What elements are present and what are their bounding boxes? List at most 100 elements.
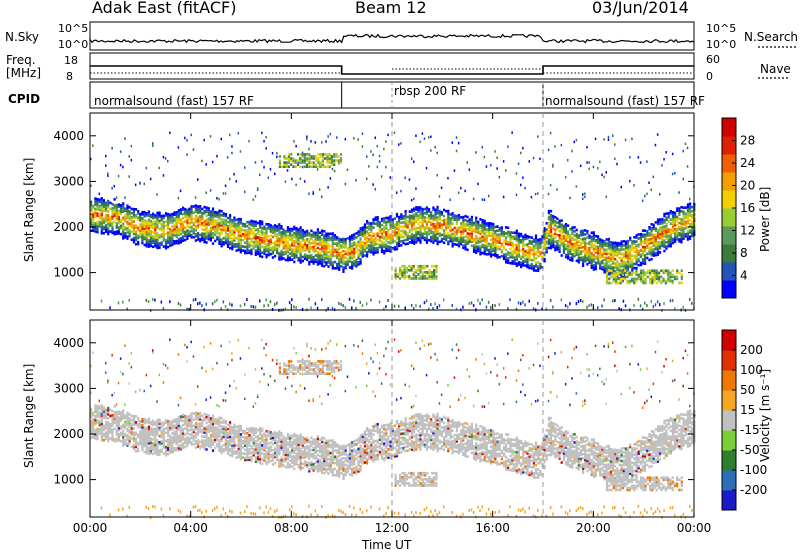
power-cell: [406, 234, 409, 237]
power-cell: [594, 267, 597, 271]
power-cell: [203, 209, 206, 213]
power-cell: [479, 230, 482, 233]
nave-line: [90, 68, 694, 74]
power-cell: [492, 253, 495, 257]
power-cell: [445, 234, 448, 238]
power-cell: [259, 240, 262, 244]
power-cell: [355, 258, 358, 262]
power-cell: [607, 237, 610, 241]
power-cell: [107, 210, 110, 213]
power-cell: [145, 244, 148, 248]
velocity-cell: [100, 439, 103, 442]
power-cell: [107, 232, 110, 236]
power-cell: [564, 239, 568, 242]
power-scatter: [254, 195, 257, 198]
power-cell: [425, 231, 428, 234]
power-patch: [339, 153, 343, 156]
power-cell: [560, 229, 563, 233]
power-cell: [231, 243, 234, 247]
power-cell: [220, 238, 223, 242]
velocity-cell: [111, 430, 114, 433]
power-cell: [194, 204, 197, 207]
power-cell: [312, 241, 315, 245]
power-cell: [331, 246, 334, 250]
power-cell: [173, 231, 176, 235]
power-cell: [211, 211, 215, 215]
power-cell: [460, 216, 463, 219]
power-cell: [468, 238, 471, 242]
power-patch: [655, 277, 658, 281]
power-cell: [691, 214, 694, 217]
power-cell: [656, 228, 660, 232]
power-scatter: [498, 175, 501, 179]
power-cell: [355, 262, 358, 266]
power-cell: [209, 222, 212, 226]
power-cell: [534, 265, 538, 268]
power-cell: [562, 249, 565, 252]
power-cell: [201, 211, 204, 215]
power-cell: [475, 237, 478, 240]
power-cell: [164, 214, 168, 217]
power-cell: [207, 207, 210, 210]
power-cell: [265, 223, 268, 226]
power-cell: [567, 255, 570, 258]
velocity-cell: [119, 413, 123, 416]
power-cell: [380, 240, 384, 243]
velocity-cell: [111, 436, 114, 440]
power-cell: [370, 242, 373, 246]
power-cell: [169, 213, 172, 217]
power-cell: [575, 251, 578, 254]
power-cell: [633, 250, 636, 253]
power-cell: [597, 255, 600, 259]
power-cell: [303, 232, 307, 236]
power-cell: [447, 242, 450, 246]
power-cell: [241, 224, 245, 228]
velocity-cell: [109, 431, 112, 434]
power-cell: [229, 224, 232, 227]
power-clutter: [216, 298, 218, 302]
power-clutter: [470, 301, 473, 305]
power-cell: [667, 220, 670, 223]
power-cell: [368, 221, 371, 225]
velocity-cell: [143, 440, 146, 444]
power-cell: [184, 234, 187, 238]
power-cell: [132, 238, 135, 242]
power-cell: [475, 249, 478, 252]
power-patch: [628, 273, 631, 277]
power-cell: [314, 235, 317, 239]
power-cell: [579, 258, 583, 262]
power-cell: [149, 226, 153, 229]
power-cell: [684, 212, 687, 215]
power-cell: [641, 241, 645, 245]
power-patch: [290, 163, 293, 166]
power-cell: [490, 226, 493, 229]
power-cell: [393, 227, 396, 231]
power-cell: [485, 224, 488, 227]
power-patch: [426, 273, 429, 276]
velocity-cell: [152, 427, 155, 431]
power-cell: [293, 233, 296, 237]
power-patch: [335, 155, 338, 158]
power-cell: [117, 232, 120, 235]
power-cell: [252, 220, 255, 223]
power-clutter: [387, 299, 389, 302]
power-cell: [107, 199, 110, 203]
power-cell: [479, 232, 482, 235]
power-cell: [549, 230, 553, 233]
power-cell: [122, 230, 125, 234]
power-cell: [299, 232, 302, 236]
power-cell: [338, 241, 341, 245]
power-clutter: [252, 305, 255, 309]
power-cell: [669, 234, 672, 238]
power-cell: [205, 231, 208, 234]
power-cell: [233, 216, 236, 220]
power-cell: [631, 258, 634, 262]
power-clutter: [199, 301, 201, 305]
velocity-cell: [90, 428, 93, 431]
power-cell: [376, 224, 379, 227]
power-cell: [400, 235, 403, 239]
power-cell: [635, 250, 638, 254]
power-cell: [528, 256, 531, 259]
power-clutter: [490, 305, 492, 309]
power-cell: [269, 234, 272, 237]
